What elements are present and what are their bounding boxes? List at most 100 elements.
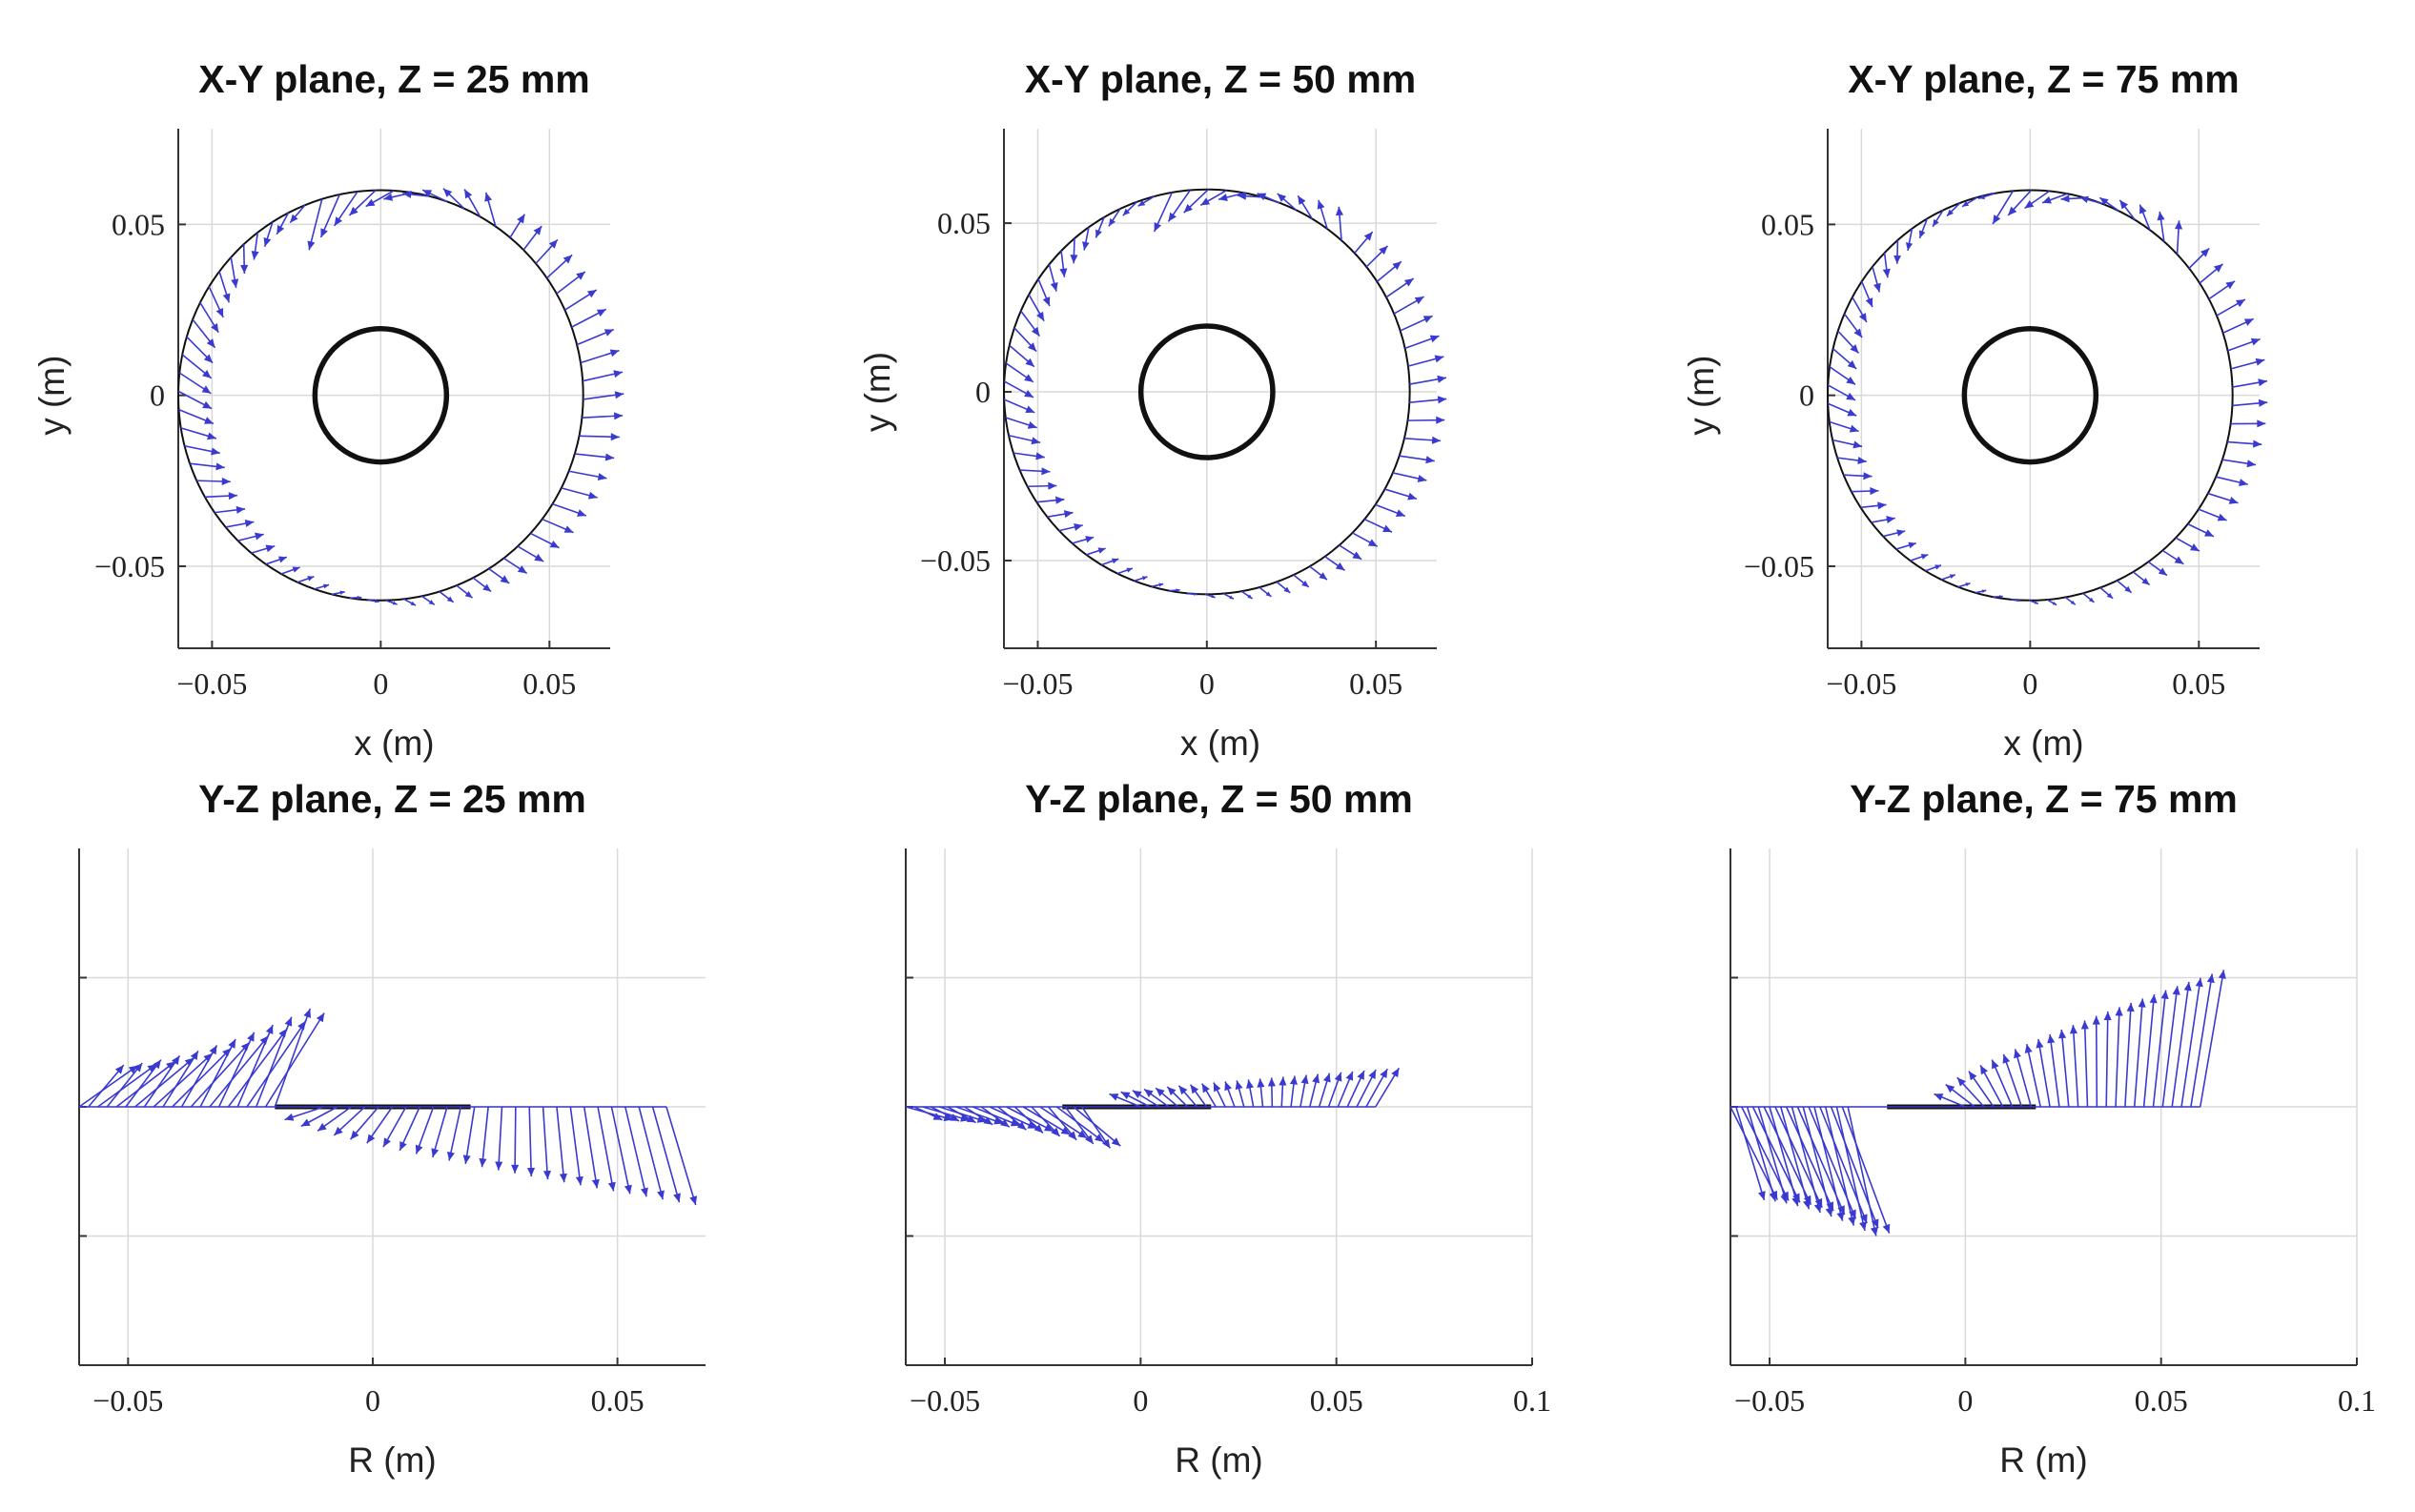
arrow-shaft (448, 1106, 462, 1161)
field-arrow (1235, 1080, 1245, 1108)
x-tick-label: 0.05 (2135, 1383, 2188, 1418)
arrow-shaft (264, 1012, 325, 1108)
arrow-head (575, 1175, 583, 1186)
arrow-shaft (2002, 1053, 2023, 1108)
field-arrow (2188, 247, 2210, 269)
x-tick-label: 0 (373, 666, 388, 701)
field-arrow (579, 433, 620, 441)
arrow-shaft (665, 1106, 697, 1206)
arrow-head (1101, 1138, 1111, 1149)
field-arrow (1204, 593, 1216, 599)
field-arrow (2007, 190, 2032, 216)
field-arrow (947, 1106, 976, 1124)
arrow-head (1283, 586, 1291, 593)
field-arrow (181, 354, 213, 379)
field-arrow (1991, 1059, 2014, 1108)
arrow-shaft (464, 1106, 476, 1165)
arrow-head (349, 206, 358, 215)
field-arrow (931, 1106, 960, 1122)
field-arrow (2118, 199, 2136, 221)
arrow-head (2126, 1002, 2135, 1012)
field-arrow (1151, 582, 1164, 588)
arrow-head (1201, 1083, 1210, 1093)
field-arrow (1400, 315, 1433, 332)
arrow-head (1857, 456, 1867, 465)
arrow-head (2141, 578, 2150, 585)
arrow-head (228, 492, 237, 501)
arrow-head (1247, 594, 1253, 599)
field-arrow (517, 545, 544, 562)
y-axis-label: y (m) (1682, 356, 1721, 436)
field-arrow (218, 271, 231, 303)
arrow-head (1024, 389, 1034, 398)
arrow-head (375, 599, 379, 603)
arrow-head (1077, 1130, 1088, 1138)
inner-conductor-circle (1137, 323, 1276, 460)
field-arrow (1072, 536, 1095, 544)
field-arrow (1134, 576, 1148, 582)
field-arrow (1006, 1106, 1054, 1133)
arrow-head (2257, 419, 2266, 428)
arrow-head (1016, 1121, 1027, 1131)
arrow-head (1993, 215, 2001, 224)
field-arrow (2058, 1029, 2070, 1108)
field-arrow (2152, 990, 2169, 1108)
field-arrow (1860, 501, 1887, 510)
field-arrow (495, 1106, 503, 1171)
arrow-head (1978, 194, 1986, 200)
arrow-head (1224, 1081, 1232, 1092)
field-arrow (1882, 529, 1906, 538)
arrow-head (410, 601, 417, 606)
arrow-head (2124, 585, 2132, 593)
arrow-head (244, 520, 255, 528)
field-arrow (314, 583, 330, 590)
field-arrow (1365, 245, 1389, 268)
field-arrow (1073, 1106, 1121, 1147)
arrow-head (2080, 1020, 2089, 1030)
arrow-head (1277, 193, 1287, 202)
arrow-head (1055, 496, 1065, 504)
arrow-head (422, 190, 433, 197)
field-arrow (1824, 1106, 1856, 1226)
arrow-head (1095, 229, 1102, 238)
arrow-head (2158, 567, 2167, 576)
arrow-head (1027, 342, 1037, 352)
field-arrow (1213, 1082, 1226, 1108)
y-axis-label: y (m) (858, 352, 897, 432)
field-arrow (177, 390, 213, 410)
arrow-head (1190, 1084, 1199, 1094)
arrow-head (1908, 541, 1916, 549)
arrow-head (1865, 297, 1873, 308)
field-arrow (2098, 196, 2119, 212)
field-arrow (251, 544, 276, 554)
field-arrow (1013, 452, 1045, 460)
arrow-head (447, 1151, 455, 1161)
arrow-head (222, 293, 231, 303)
field-arrow (955, 1106, 1004, 1125)
field-arrow (568, 470, 607, 481)
subplot-title: Y-Z plane, Z = 75 mm (1850, 777, 2238, 821)
arrow-shaft (199, 1038, 236, 1108)
field-arrow (1365, 1068, 1388, 1108)
arrow-head (350, 1130, 359, 1140)
arrow-head (1391, 1068, 1400, 1078)
field-arrow (2132, 571, 2151, 586)
field-arrow (1297, 194, 1314, 219)
arrow-head (2034, 601, 2038, 604)
field-arrow (1039, 1106, 1088, 1139)
field-arrow (1237, 192, 1263, 200)
arrow-head (1803, 1199, 1811, 1210)
outer-boundary-circle (177, 189, 584, 602)
field-arrow (479, 1106, 489, 1168)
field-arrow (2011, 599, 2021, 603)
field-arrow (2232, 398, 2268, 407)
field-arrow (236, 1024, 274, 1108)
field-arrow (1375, 1067, 1401, 1108)
arrow-head (1312, 1073, 1320, 1084)
arrow-shaft (125, 1059, 162, 1108)
field-arrow (447, 1106, 462, 1161)
arrow-head (2139, 204, 2147, 215)
x-axis-label: R (m) (1999, 1440, 2087, 1480)
arrow-shaft (432, 1106, 448, 1158)
field-arrow (421, 595, 436, 606)
